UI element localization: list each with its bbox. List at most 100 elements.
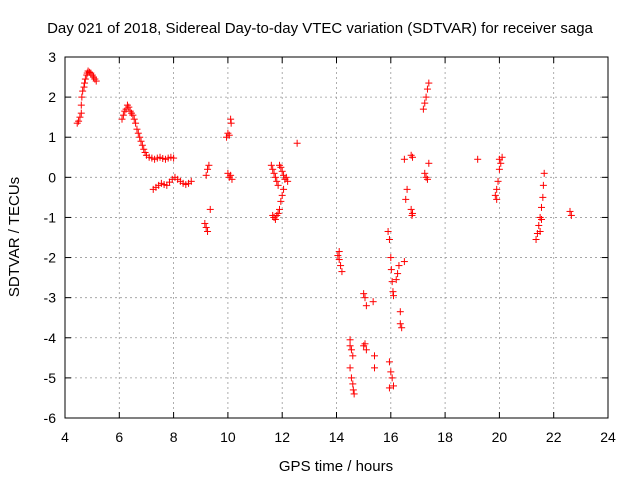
data-point <box>396 308 404 316</box>
x-tick-label: 20 <box>492 429 508 445</box>
data-point <box>388 374 396 382</box>
data-point <box>81 75 89 83</box>
data-point <box>493 195 501 203</box>
data-point <box>566 207 574 215</box>
data-point <box>118 115 126 123</box>
y-axis-label: SDTVAR / TECUs <box>6 177 23 297</box>
data-point <box>493 185 501 193</box>
y-tick-label: -4 <box>44 330 57 346</box>
data-point <box>284 177 292 185</box>
data-point <box>360 290 368 298</box>
data-point <box>225 131 233 139</box>
data-point <box>409 153 417 161</box>
data-point <box>539 193 547 201</box>
data-point <box>204 227 212 235</box>
data-point <box>384 227 392 235</box>
data-point <box>125 103 133 111</box>
data-point <box>390 292 398 300</box>
data-point <box>136 133 144 141</box>
data-point <box>403 185 411 193</box>
data-point <box>204 165 212 173</box>
data-point <box>398 324 406 332</box>
data-point <box>133 125 141 133</box>
data-point <box>76 113 84 121</box>
data-point <box>140 145 148 153</box>
data-point <box>387 254 395 262</box>
data-point <box>347 374 355 382</box>
data-point <box>385 384 393 392</box>
data-point <box>419 105 427 113</box>
data-point <box>387 368 395 376</box>
data-point <box>349 386 357 394</box>
data-point <box>119 111 127 119</box>
data-point <box>567 211 575 219</box>
data-point <box>134 129 142 137</box>
x-tick-label: 6 <box>115 429 123 445</box>
data-point <box>132 119 140 127</box>
y-tick-label: -6 <box>44 410 57 426</box>
data-point <box>497 159 505 167</box>
data-point <box>129 111 137 119</box>
data-point <box>338 268 346 276</box>
data-point <box>227 115 235 123</box>
data-point <box>78 93 86 101</box>
data-point <box>425 79 433 87</box>
data-point <box>271 173 279 181</box>
x-tick-label: 10 <box>220 429 236 445</box>
data-point <box>277 163 285 171</box>
x-tick-label: 12 <box>274 429 290 445</box>
data-point <box>495 165 503 173</box>
data-point <box>537 215 545 223</box>
data-point <box>385 358 393 366</box>
data-point <box>385 236 393 244</box>
data-point <box>278 191 286 199</box>
data-point <box>396 320 404 328</box>
data-point <box>335 248 343 256</box>
data-point <box>81 79 89 87</box>
data-point <box>349 380 357 388</box>
data-point <box>130 115 138 123</box>
data-point <box>392 276 400 284</box>
data-point <box>350 390 358 398</box>
data-point <box>202 223 210 231</box>
data-point <box>360 342 368 350</box>
data-point <box>371 364 379 372</box>
x-tick-label: 16 <box>383 429 399 445</box>
data-point <box>335 256 343 264</box>
y-tick-label: 3 <box>48 49 56 65</box>
data-point <box>540 169 548 177</box>
data-point <box>474 155 482 163</box>
data-point <box>347 346 355 354</box>
data-point <box>346 342 354 350</box>
data-point <box>92 77 100 85</box>
x-tick-label: 24 <box>600 429 616 445</box>
data-point <box>423 85 431 93</box>
data-point <box>369 298 377 306</box>
data-point <box>269 165 277 173</box>
data-point <box>425 159 433 167</box>
data-point <box>271 215 279 223</box>
data-point <box>494 177 502 185</box>
data-point <box>421 99 429 107</box>
data-point <box>421 169 429 177</box>
y-tick-label: -3 <box>44 290 57 306</box>
data-point <box>400 155 408 163</box>
data-point <box>227 171 235 179</box>
data-point <box>362 346 370 354</box>
data-point <box>273 177 281 185</box>
plot-frame <box>64 56 609 419</box>
data-point <box>371 352 379 360</box>
data-point <box>387 266 395 274</box>
data-point <box>187 177 195 185</box>
data-point <box>267 161 275 169</box>
x-tick-label: 8 <box>170 429 178 445</box>
data-point <box>491 191 499 199</box>
data-point <box>407 205 415 213</box>
data-point <box>77 109 85 117</box>
data-point <box>346 336 354 344</box>
x-axis-label: GPS time / hours <box>279 458 393 475</box>
data-point <box>400 258 408 266</box>
x-tick-labels: 4 6 8 10 12 14 16 18 20 22 24 <box>61 429 616 445</box>
y-tick-label: -1 <box>44 209 57 225</box>
